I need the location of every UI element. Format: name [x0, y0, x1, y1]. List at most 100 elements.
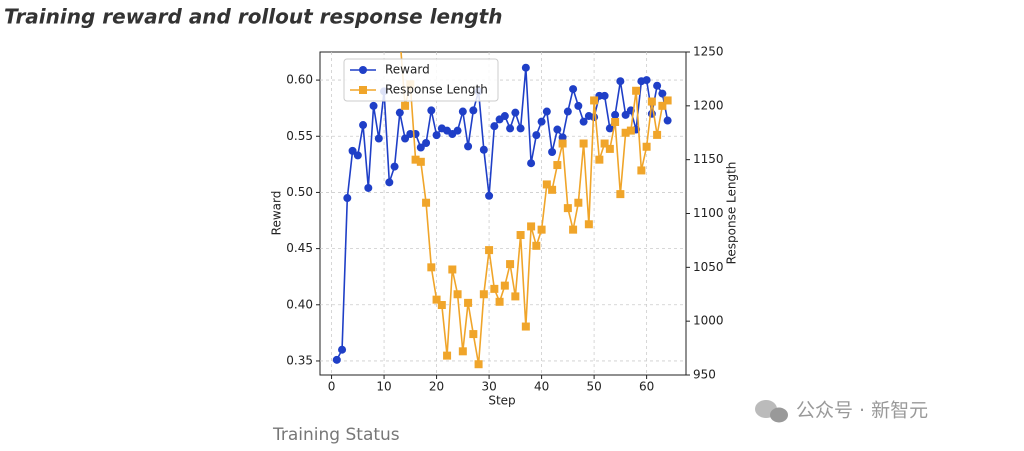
marker [558, 139, 567, 148]
legend-label: Response Length [385, 83, 488, 97]
marker [553, 125, 562, 134]
marker [385, 178, 394, 187]
y2-tick-label: 1100 [693, 206, 724, 220]
marker [611, 117, 620, 126]
marker [658, 89, 667, 98]
marker [411, 130, 420, 139]
legend-box [343, 58, 499, 102]
legend-label: Reward [385, 63, 430, 77]
marker [579, 139, 588, 148]
marker [663, 116, 672, 125]
legend-marker [359, 86, 367, 94]
marker [453, 290, 462, 299]
marker [443, 351, 452, 360]
marker [495, 297, 504, 306]
marker [584, 220, 593, 229]
marker [427, 263, 436, 272]
y2-tick-label: 1150 [693, 152, 724, 166]
y2-axis-label: Response Length [725, 162, 739, 265]
marker [521, 322, 530, 331]
series-line [400, 52, 669, 365]
marker [506, 124, 515, 133]
marker [605, 124, 614, 133]
marker [401, 134, 410, 143]
marker [432, 131, 441, 140]
marker [590, 96, 599, 105]
x-tick-label: 50 [586, 380, 601, 394]
y2-tick-label: 1050 [693, 260, 724, 274]
marker [374, 134, 383, 143]
marker [621, 110, 630, 119]
marker [511, 292, 520, 301]
heading: Training reward and rollout response len… [4, 5, 502, 29]
x-axis-label: Step [488, 394, 515, 408]
marker [464, 142, 473, 151]
marker [490, 284, 499, 293]
marker [500, 281, 509, 290]
marker [548, 185, 557, 194]
marker [527, 159, 536, 168]
marker [485, 191, 494, 200]
marker [353, 151, 362, 160]
marker [332, 355, 341, 364]
caption: Training Status [272, 425, 400, 445]
marker [369, 101, 378, 110]
y2-tick-label: 1000 [693, 314, 724, 328]
marker [553, 161, 562, 170]
marker [626, 126, 635, 135]
marker [401, 101, 410, 110]
y-tick-label: 0.55 [286, 129, 313, 143]
marker [453, 126, 462, 135]
legend-marker [359, 66, 367, 74]
x-tick-label: 0 [328, 380, 336, 394]
marker [574, 101, 583, 110]
x-tick-label: 20 [429, 380, 444, 394]
marker [485, 246, 494, 255]
marker [542, 107, 551, 116]
marker [532, 241, 541, 250]
x-tick-label: 10 [376, 380, 391, 394]
marker [537, 117, 546, 126]
marker [642, 76, 651, 85]
y-tick-label: 0.45 [286, 241, 313, 255]
marker [527, 222, 536, 231]
x-tick-label: 60 [639, 380, 654, 394]
marker [637, 166, 646, 175]
marker [422, 198, 431, 207]
marker [469, 330, 478, 339]
marker [537, 225, 546, 234]
marker [458, 347, 467, 356]
y-tick-label: 0.40 [286, 297, 313, 311]
marker [569, 85, 578, 94]
marker [621, 128, 630, 137]
x-tick-label: 30 [481, 380, 496, 394]
marker [600, 91, 609, 100]
marker [521, 63, 530, 72]
marker [632, 86, 641, 95]
y-tick-label: 0.50 [286, 185, 313, 199]
marker [600, 139, 609, 148]
marker [663, 96, 672, 105]
marker [479, 145, 488, 154]
watermark: 公众号 · 新智元 [796, 400, 928, 422]
marker [658, 101, 667, 110]
marker [548, 147, 557, 156]
y2-tick-label: 950 [693, 368, 716, 382]
y2-tick-label: 1200 [693, 98, 724, 112]
marker [500, 112, 509, 121]
marker [422, 139, 431, 148]
marker [416, 157, 425, 166]
marker [479, 290, 488, 299]
marker [469, 106, 478, 115]
marker [448, 265, 457, 274]
marker [563, 204, 572, 213]
marker [653, 130, 662, 139]
ticks: 0 10 20 30 40 50 60 0.35 0.40 0.45 0.50 0.55 0.60 950… [286, 45, 723, 394]
x-tick-label: 40 [534, 380, 549, 394]
marker [432, 295, 441, 304]
marker [411, 155, 420, 164]
marker [348, 146, 357, 155]
y-tick-label: 0.35 [286, 353, 313, 367]
marker [338, 345, 347, 354]
